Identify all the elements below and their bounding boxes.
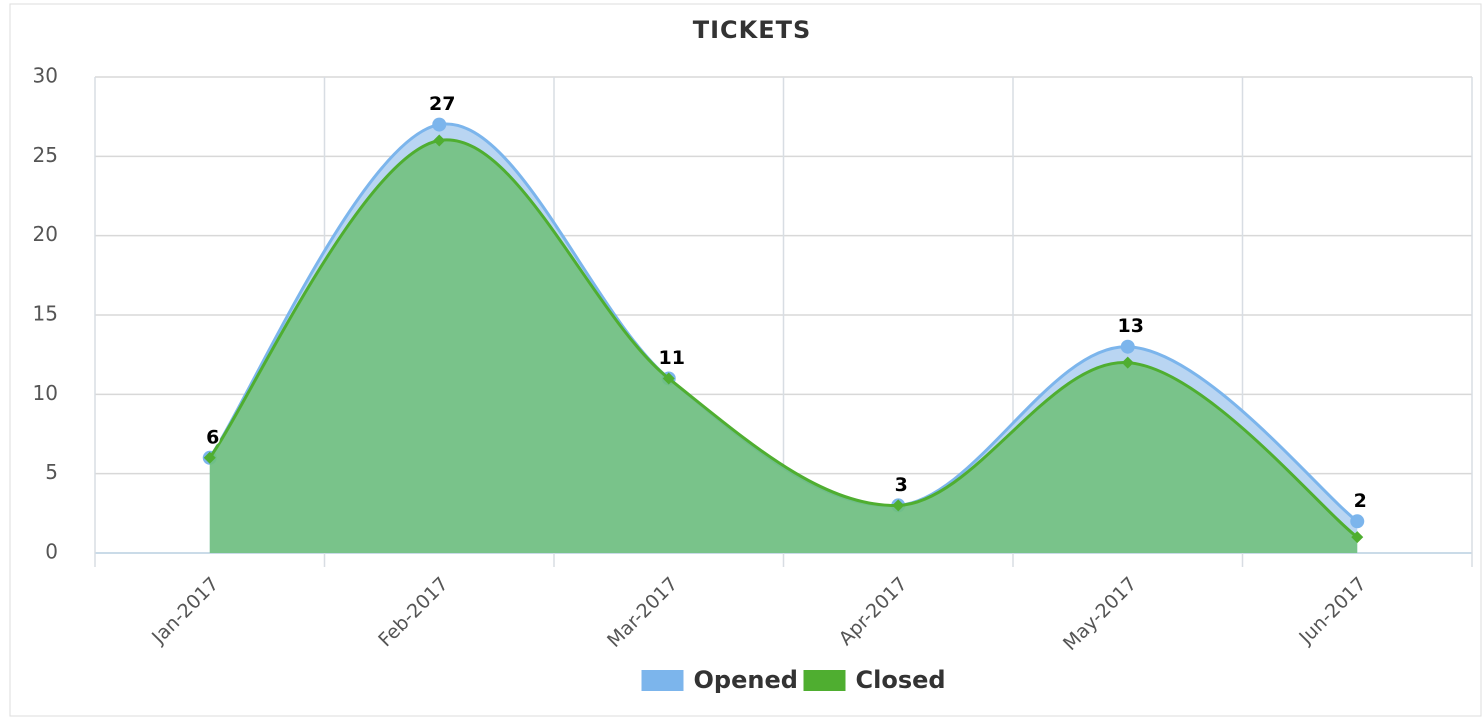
legend-label: Opened — [694, 666, 798, 694]
data-label: 2 — [1354, 490, 1367, 512]
marker — [433, 134, 446, 147]
marker — [892, 499, 905, 512]
marker — [662, 372, 675, 385]
y-tick-label: 5 — [45, 460, 58, 484]
legend-swatch — [641, 670, 684, 691]
y-tick-label: 25 — [33, 143, 58, 167]
legend-label: Closed — [856, 666, 946, 694]
marker — [1351, 531, 1364, 544]
y-tick-label: 10 — [33, 381, 58, 405]
data-label: 27 — [429, 93, 455, 115]
marker — [1350, 514, 1365, 529]
chart-title: TICKETS — [693, 16, 812, 44]
chart-frame — [9, 3, 1482, 717]
marker — [1120, 339, 1135, 354]
y-tick-label: 30 — [33, 64, 58, 88]
data-label: 3 — [895, 474, 908, 496]
area — [209, 139, 1358, 553]
y-tick-label: 0 — [45, 540, 58, 564]
data-label: 13 — [1118, 315, 1144, 337]
legend-swatch — [803, 670, 846, 691]
marker — [203, 451, 216, 464]
y-tick-label: 15 — [33, 302, 58, 326]
marker — [1121, 356, 1134, 369]
marker — [432, 117, 447, 132]
y-tick-label: 20 — [33, 222, 58, 246]
line — [208, 138, 1359, 539]
data-label: 6 — [206, 426, 219, 448]
data-label: 11 — [659, 347, 685, 369]
